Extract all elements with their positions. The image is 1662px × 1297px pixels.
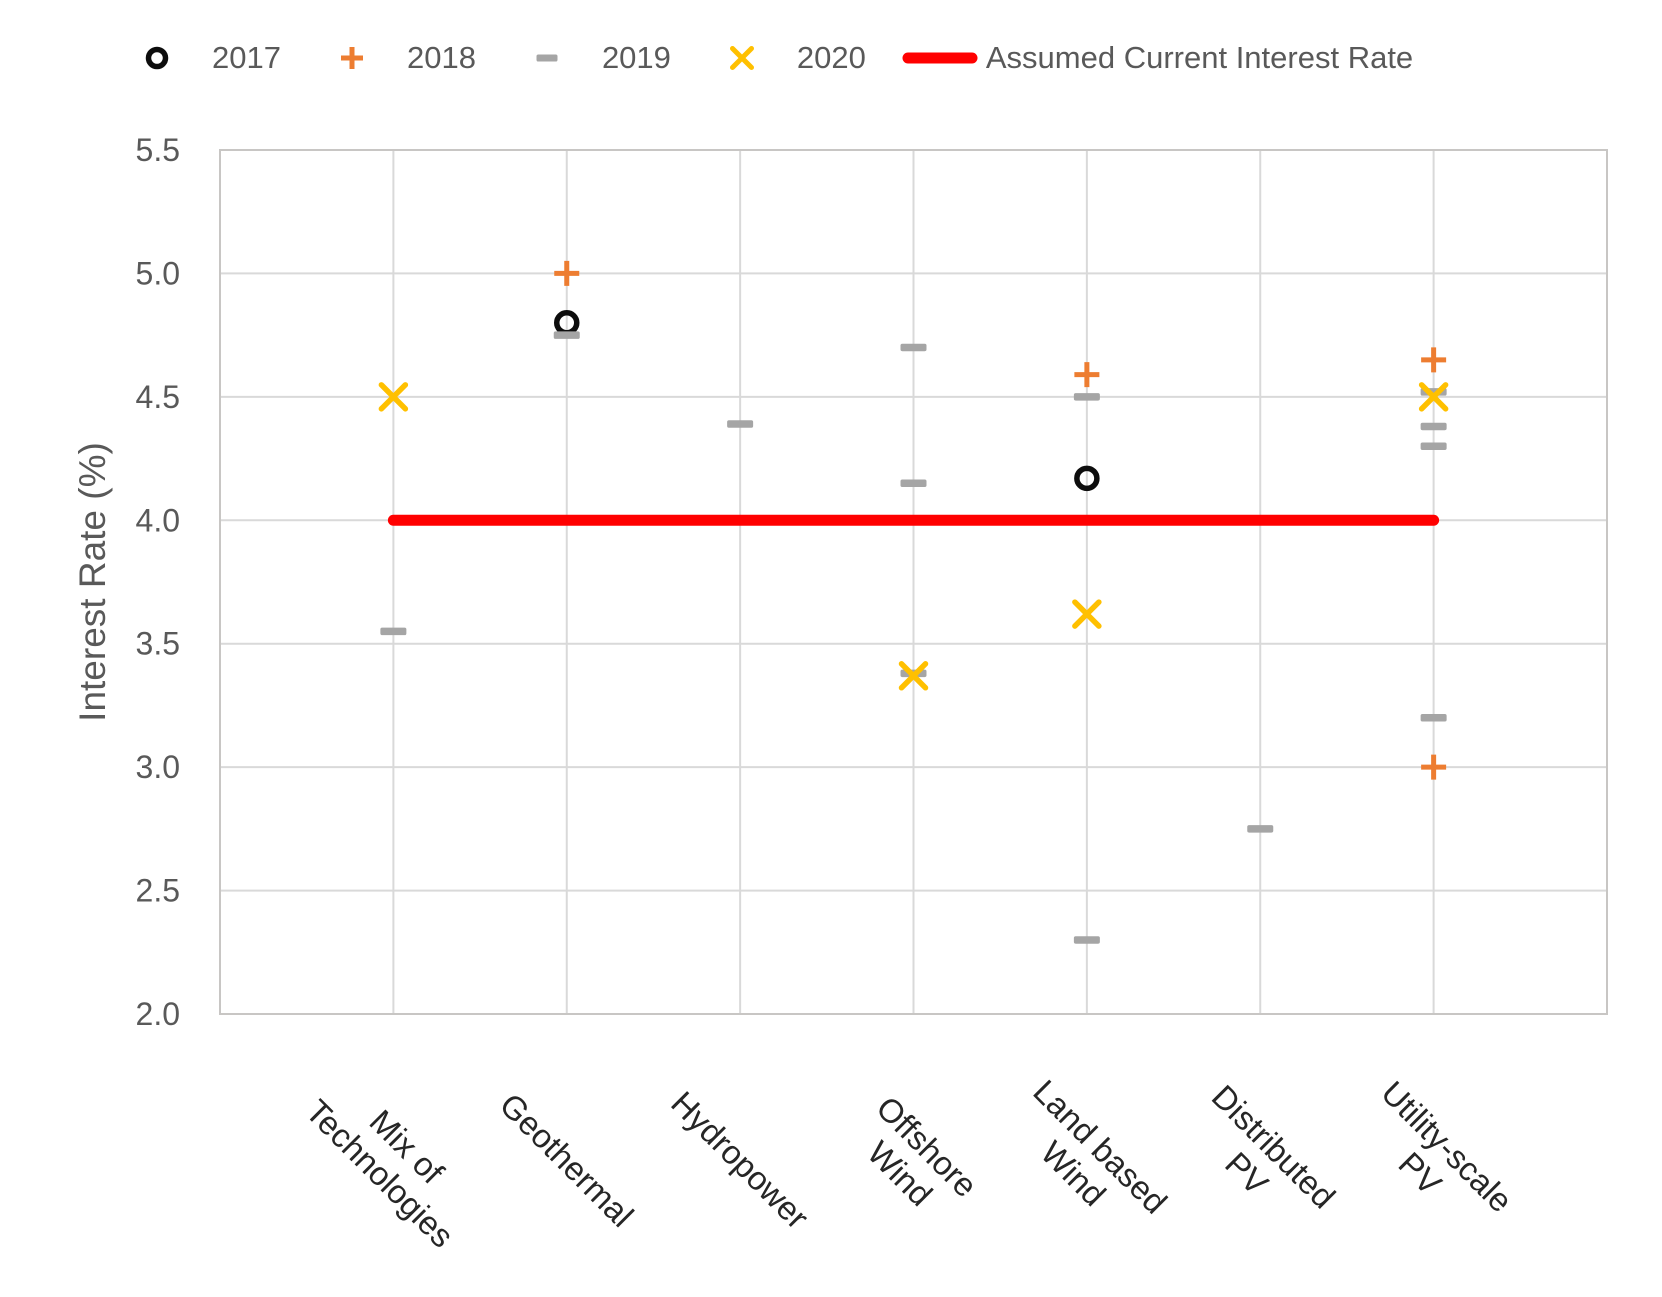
series-layer [378,260,1449,944]
x-marker [729,46,754,70]
circle-marker [1074,465,1100,492]
dash-marker [380,627,407,636]
y-tick-label: 4.5 [136,379,180,415]
legend-item-2019: 2019 [532,40,671,76]
dash-marker [553,331,580,339]
open-circle-marker [145,46,169,70]
plus-marker [1074,362,1100,388]
y-tick-label: 2.0 [136,996,180,1032]
dash-marker [1073,393,1100,401]
x-marker [1072,599,1102,629]
y-tick-label: 2.5 [136,873,180,909]
y-tick-label: 4.0 [136,502,180,538]
plus-marker [554,260,580,286]
x-category-label: Land basedWind [999,1072,1174,1247]
plot-border [219,149,1608,1015]
legend-label: 2020 [796,40,866,75]
y-tick-label: 3.0 [136,749,180,785]
y-tick-label: 5.0 [136,255,180,291]
plus-marker [1421,754,1447,780]
legend-label: Assumed Current Interest Rate [985,40,1414,75]
dash-marker [1420,714,1447,722]
series-2020 [378,382,1449,691]
legend-item-assumed-current-interest-rate: Assumed Current Interest Rate [902,40,1413,76]
y-axis-title: Interest Rate (%) [72,442,113,722]
y-tick-label: 3.5 [136,626,180,662]
legend-label: 2019 [601,40,671,75]
y-tick-label: 5.5 [136,132,180,168]
dash-marker [727,420,754,428]
grid-layer [219,149,1608,1015]
line-marker [902,52,978,64]
legend-label: 2017 [212,40,281,75]
chart-legend: 2017 2018 2019 2020 Assumed Current Interest… [142,40,1413,76]
legend-item-2018: 2018 [337,40,476,76]
x-category-label: Utility-scalePV [1347,1074,1519,1246]
dash-marker [536,54,558,62]
x-category-label: Mix ofTechnologies [299,1065,488,1254]
series-2018 [554,260,1447,780]
plus-marker [1421,347,1447,373]
dash-marker [900,479,927,488]
series-2017 [554,310,1100,492]
dash-marker [1247,825,1274,833]
axis-layer: 5.5 5.0 4.5 4.0 3.5 3.0 2.5 2.0 Mix ofTechnologi… [136,132,1520,1255]
x-category-label: DistributedPV [1178,1078,1343,1243]
dash-marker [1420,422,1447,431]
dash-marker [1073,936,1100,944]
dash-marker [1420,442,1447,450]
series-2019 [380,331,1447,944]
x-category-label: Geothermal [493,1086,641,1234]
legend-label: 2018 [406,40,476,75]
dash-marker [900,343,927,352]
plus-marker [340,47,363,69]
x-marker [378,382,409,412]
x-marker [1418,382,1449,412]
x-category-label: OffshoreWind [842,1089,984,1231]
legend-item-2020: 2020 [727,40,866,76]
x-category-label: Hydropower [664,1084,816,1236]
legend-item-2017: 2017 [142,40,281,76]
x-marker [898,661,929,691]
